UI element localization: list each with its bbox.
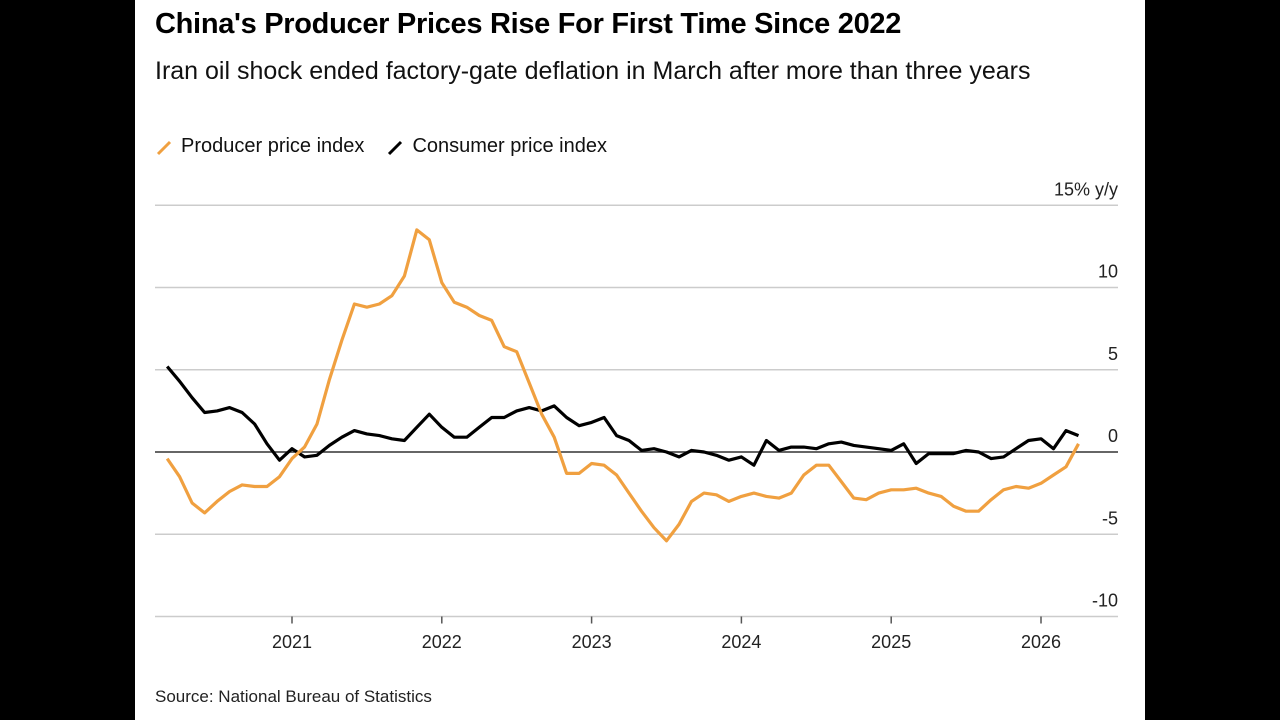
legend-item-ppi: Producer price index [155,135,364,158]
cpi-line [165,365,1080,467]
x-tick-label: 2021 [272,632,312,652]
chart-title: China's Producer Prices Rise For First T… [155,8,902,40]
y-tick-label: 15% y/y [1054,179,1118,199]
x-tick-label: 2022 [422,632,462,652]
legend-label-cpi: Consumer price index [412,135,607,157]
legend: Producer price index Consumer price inde… [155,135,607,158]
legend-label-ppi: Producer price index [181,135,365,157]
legend-swatch-cpi [388,140,403,155]
x-tick-label: 2025 [871,632,911,652]
source-note: Source: National Bureau of Statistics [155,687,432,706]
y-tick-label: -5 [1102,508,1118,528]
y-tick-label: 10 [1098,262,1118,282]
legend-item-cpi: Consumer price index [386,135,607,158]
x-tick-label: 2023 [572,632,612,652]
x-tick-label: 2026 [1021,632,1061,652]
legend-swatch-ppi [156,140,172,155]
ppi-line [165,228,1080,543]
chart-subtitle: Iran oil shock ended factory-gate deflat… [155,57,1031,85]
y-tick-label: 5 [1108,344,1118,364]
y-tick-label: 0 [1108,426,1118,446]
y-tick-label: -10 [1092,591,1118,611]
chart-panel: China's Producer Prices Rise For First T… [135,0,1145,720]
x-tick-label: 2024 [721,632,761,652]
